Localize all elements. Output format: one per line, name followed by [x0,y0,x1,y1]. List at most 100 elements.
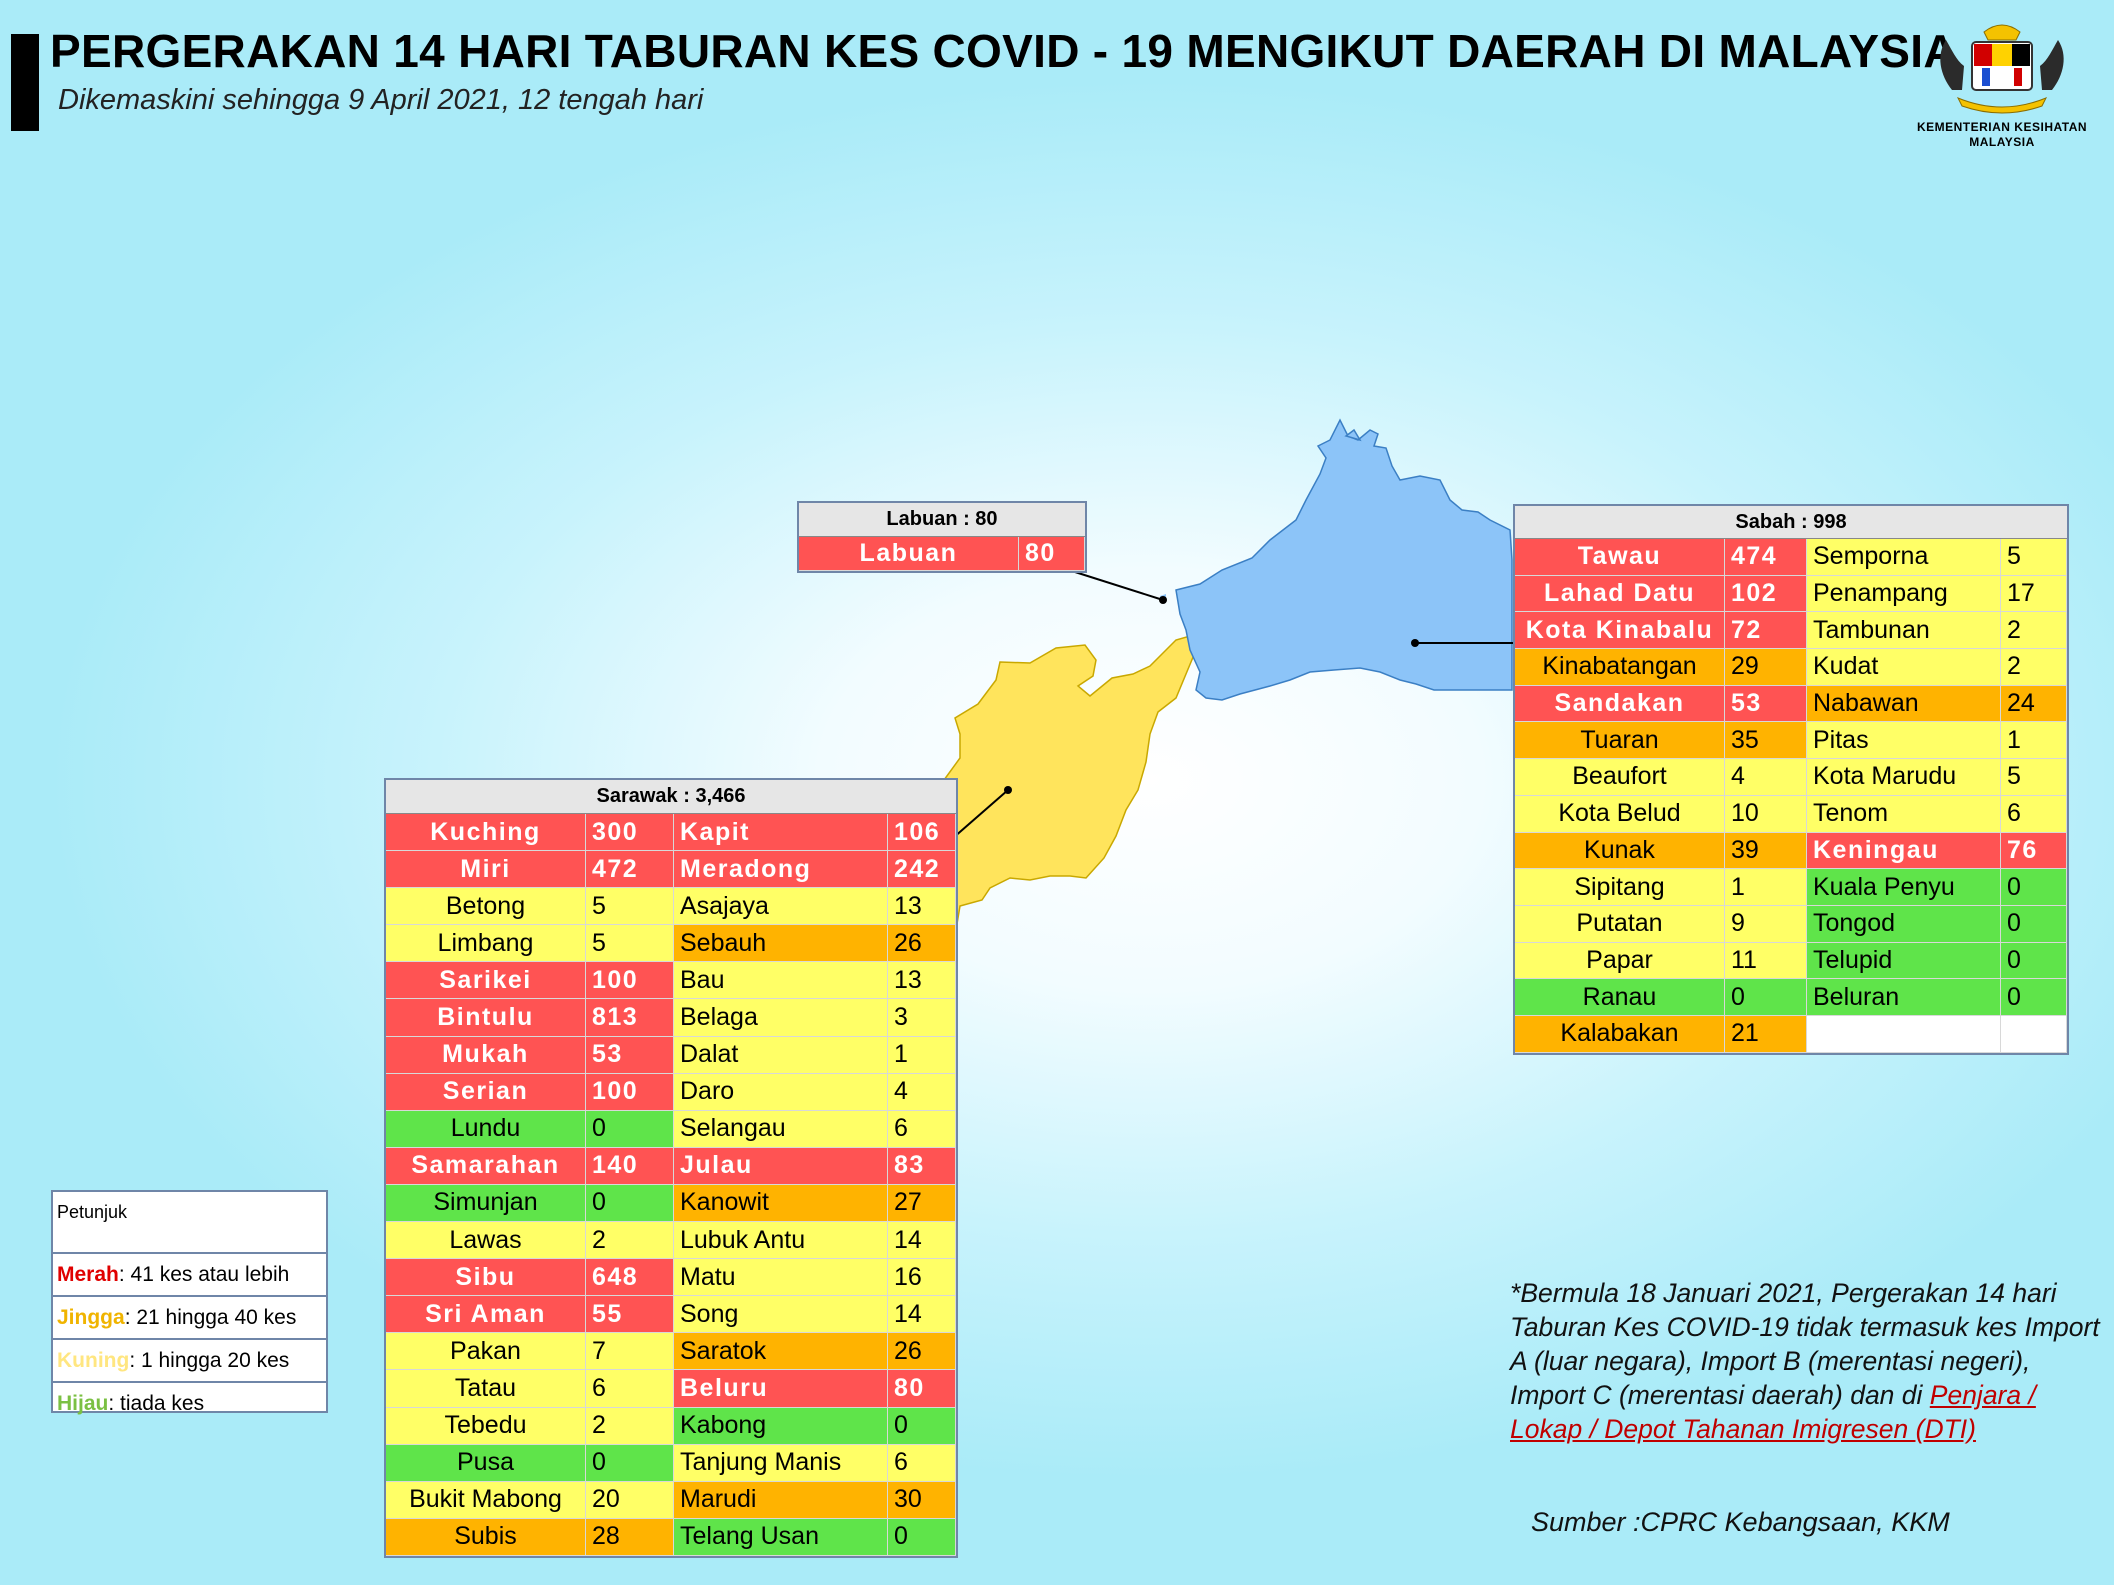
sabah-case-count: 21 [1725,1015,1807,1053]
sarawak-district-name: Selangau [674,1110,888,1148]
sarawak-district-name: Kanowit [674,1184,888,1223]
sabah-case-count: 1 [2001,722,2067,760]
labuan-row: Labuan 80 [799,537,1085,571]
legend-title: Petunjuk [53,1192,326,1254]
sarawak-case-count: 6 [586,1370,674,1408]
sarawak-case-count: 242 [888,851,956,889]
legend-item-hijau: Hijau : tiada kes [53,1383,326,1424]
sabah-case-count: 0 [2001,942,2067,980]
sabah-district-name: Sipitang [1515,869,1725,906]
sarawak-district-name: Bau [674,962,888,1000]
sarawak-district-name: Lubuk Antu [674,1222,888,1260]
sabah-district-name: Nabawan [1807,685,2001,723]
sarawak-district-name: Asajaya [674,888,888,926]
sabah-case-count: 474 [1725,539,1807,576]
sarawak-district-name: Lundu [386,1110,586,1148]
legend-desc-merah: : 41 kes atau lebih [118,1262,290,1286]
sabah-row: Putatan 9 Tongod 0 [1515,905,2067,943]
sabah-case-count: 6 [2001,795,2067,833]
sarawak-district-name: Daro [674,1073,888,1111]
sabah-table: Sabah : 998 Tawau 474 Semporna 5 Lahad Datu 1… [1513,504,2069,1055]
legend-item-merah: Merah : 41 kes atau lebih [53,1254,326,1297]
sarawak-row: Sarikei 100 Bau 13 [386,962,956,1000]
sabah-case-count: 0 [2001,979,2067,1016]
sabah-pointer-dot [1411,639,1419,647]
sarawak-case-count: 14 [888,1296,956,1334]
sarawak-case-count: 5 [586,925,674,963]
sabah-table-header: Sabah : 998 [1515,506,2067,539]
sarawak-row: Lawas 2 Lubuk Antu 14 [386,1222,956,1260]
sabah-case-count: 5 [2001,759,2067,796]
sabah-district-name: Kinabatangan [1515,649,1725,686]
sabah-north-tip [1344,428,1362,442]
sarawak-case-count: 472 [586,851,674,889]
sabah-district-name: Kota Marudu [1807,759,2001,796]
sarawak-row: Tebedu 2 Kabong 0 [386,1407,956,1445]
footnote-text: *Bermula 18 Januari 2021, Pergerakan 14 … [1510,1278,2100,1410]
sabah-district-name: Semporna [1807,539,2001,576]
legend-desc-hijau: : tiada kes [108,1391,205,1415]
sabah-case-count: 53 [1725,685,1807,723]
sarawak-district-name: Miri [386,851,586,889]
labuan-pointer-dot [1159,596,1167,604]
legend-desc-kuning: : 1 hingga 20 kes [129,1348,290,1372]
sarawak-district-name: Samarahan [386,1147,586,1185]
sarawak-case-count: 20 [586,1481,674,1519]
sarawak-row: Kuching 300 Kapit 106 [386,814,956,852]
ministry-logo: KEMENTERIAN KESIHATAN MALAYSIA [1912,20,2092,150]
sabah-row: Kinabatangan 29 Kudat 2 [1515,649,2067,686]
sabah-case-count: 0 [2001,905,2067,943]
sarawak-case-count: 0 [888,1407,956,1445]
sabah-case-count: 2 [2001,649,2067,686]
sarawak-district-name: Pakan [386,1333,586,1371]
sarawak-case-count: 300 [586,814,674,852]
sarawak-row: Samarahan 140 Julau 83 [386,1147,956,1185]
sarawak-district-name: Belaga [674,999,888,1037]
legend-desc-jingga: : 21 hingga 40 kes [124,1305,297,1329]
sarawak-district-name: Tatau [386,1370,586,1408]
sarawak-district-name: Matu [674,1259,888,1297]
coat-of-arms-icon [1940,24,2064,114]
sarawak-district-name: Telang Usan [674,1518,888,1556]
sabah-case-count: 76 [2001,832,2067,870]
sarawak-district-name: Sibu [386,1259,586,1297]
sarawak-case-count: 5 [586,888,674,926]
sabah-district-name: Telupid [1807,942,2001,980]
footnote-link[interactable]: Penjara / Lokap / Depot Tahanan Imigrese… [1510,1380,2036,1444]
sarawak-case-count: 0 [586,1184,674,1223]
sabah-case-count: 72 [1725,612,1807,650]
sabah-case-count: 24 [2001,685,2067,723]
sarawak-row: Simunjan 0 Kanowit 27 [386,1184,956,1223]
sabah-district-name: Beluran [1807,979,2001,1016]
sarawak-case-count: 55 [586,1296,674,1334]
sarawak-district-name: Simunjan [386,1184,586,1223]
sabah-case-count: 17 [2001,575,2067,613]
source-credit: Sumber :CPRC Kebangsaan, KKM [1531,1507,1950,1537]
sarawak-row: Bintulu 813 Belaga 3 [386,999,956,1037]
sarawak-district-name: Meradong [674,851,888,889]
sabah-case-count: 29 [1725,649,1807,686]
sarawak-row: Sibu 648 Matu 16 [386,1259,956,1297]
sarawak-table-header: Sarawak : 3,466 [386,780,956,814]
sarawak-case-count: 100 [586,962,674,1000]
sarawak-case-count: 100 [586,1073,674,1111]
sarawak-district-name: Beluru [674,1370,888,1408]
legend-key-merah: Merah [57,1262,119,1286]
sabah-case-count: 0 [1725,979,1807,1016]
sarawak-pointer-line [952,789,1009,839]
sarawak-row: Pakan 7 Saratok 26 [386,1333,956,1371]
sabah-row: Tuaran 35 Pitas 1 [1515,722,2067,760]
sabah-case-count: 5 [2001,539,2067,576]
sarawak-case-count: 0 [586,1110,674,1148]
sabah-district-name: Sandakan [1515,685,1725,723]
sabah-district-name: Beaufort [1515,759,1725,796]
sarawak-case-count: 6 [888,1110,956,1148]
title-accent-bar [11,34,39,131]
sarawak-district-name: Sri Aman [386,1296,586,1334]
sarawak-case-count: 16 [888,1259,956,1297]
sabah-district-name: Pitas [1807,722,2001,760]
sabah-district-name: Tawau [1515,539,1725,576]
sarawak-case-count: 2 [586,1222,674,1260]
sarawak-case-count: 26 [888,1333,956,1371]
sarawak-case-count: 0 [586,1444,674,1482]
